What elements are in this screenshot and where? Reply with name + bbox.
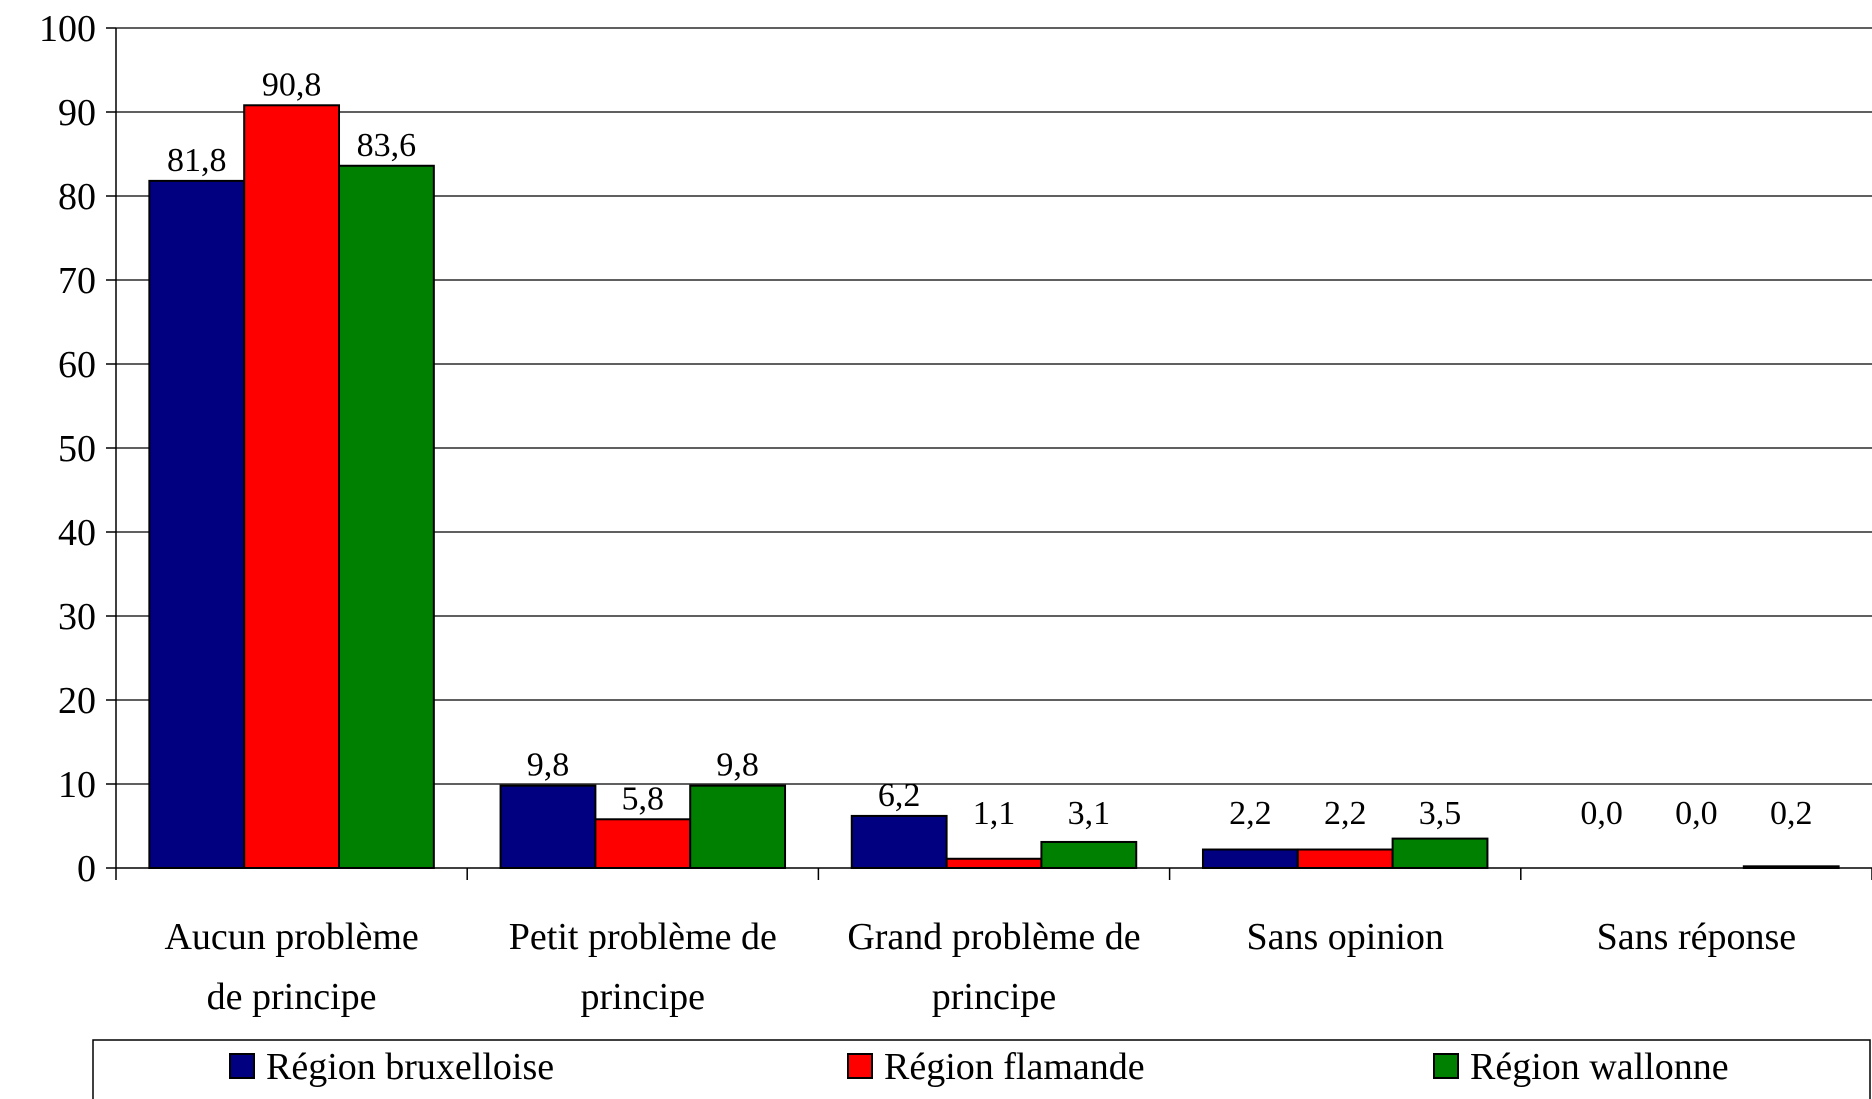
x-category-label: Petit problème de (509, 916, 777, 958)
y-tick-labels: 0 10 20 30 40 50 60 70 80 90 100 (39, 8, 96, 890)
bar (689, 784, 787, 869)
data-label: 2,2 (1229, 795, 1272, 832)
x-category-label: principe (581, 976, 706, 1018)
x-category-label: de principe (207, 976, 377, 1018)
bar (1040, 840, 1138, 870)
x-category-label: Grand problème de (847, 916, 1140, 958)
x-category-labels: Aucun problème de principe Petit problème … (164, 916, 1796, 1018)
y-tick-label: 100 (39, 8, 96, 50)
legend-label: Région bruxelloise (266, 1046, 554, 1088)
data-label: 3,5 (1419, 795, 1462, 832)
x-category-label: Sans réponse (1597, 916, 1796, 958)
y-tick-label: 20 (58, 680, 96, 722)
data-label: 3,1 (1068, 795, 1111, 832)
legend-label: Région flamande (884, 1046, 1145, 1088)
bar (594, 818, 692, 870)
bar (148, 179, 246, 869)
data-label: 0,0 (1580, 795, 1623, 832)
data-label: 2,2 (1324, 795, 1367, 832)
y-tick-label: 10 (58, 764, 96, 806)
y-tick-label: 40 (58, 512, 96, 554)
x-category-label: Sans opinion (1246, 916, 1443, 958)
y-tick-label: 60 (58, 344, 96, 386)
legend-swatch (1433, 1053, 1459, 1079)
bar (338, 164, 435, 869)
legend-box (92, 1039, 1871, 1099)
legend-swatch (229, 1053, 255, 1079)
data-label: 0,0 (1675, 795, 1718, 832)
axes (106, 27, 1872, 880)
x-category-label: principe (932, 976, 1057, 1018)
y-tick-label: 70 (58, 260, 96, 302)
data-label: 0,2 (1770, 795, 1813, 832)
bar (243, 104, 341, 869)
bar (1201, 848, 1299, 870)
data-label: 83,6 (357, 127, 417, 164)
bar (945, 857, 1043, 870)
data-label: 90,8 (262, 66, 322, 103)
data-label: 6,2 (878, 777, 921, 814)
bar (499, 784, 597, 869)
data-labels: 81,8 90,8 83,6 9,8 5,8 9,8 6,2 1,1 3,1 2,2 2,2 3,5 0… (167, 66, 1812, 832)
data-label: 9,8 (716, 747, 759, 784)
data-label: 81,8 (167, 142, 227, 179)
y-tick-label: 30 (58, 596, 96, 638)
data-label: 1,1 (973, 795, 1016, 832)
y-tick-label: 80 (58, 176, 96, 218)
legend-swatch (847, 1053, 873, 1079)
y-tick-label: 0 (77, 848, 96, 890)
bar (850, 814, 948, 869)
legend: Région bruxelloise Région flamande Région … (92, 1039, 1871, 1099)
bar (1296, 848, 1394, 870)
data-label: 9,8 (527, 747, 570, 784)
y-tick-label: 50 (58, 428, 96, 470)
bars (148, 104, 1840, 870)
y-tick-label: 90 (58, 92, 96, 134)
bar (1391, 837, 1489, 869)
legend-label: Région wallonne (1470, 1046, 1729, 1088)
data-label: 5,8 (622, 780, 665, 817)
x-category-label: Aucun problème (164, 916, 418, 958)
